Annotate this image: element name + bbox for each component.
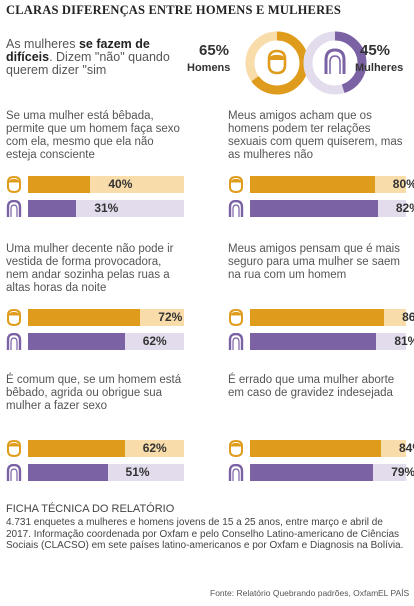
- man-head-icon: [267, 49, 287, 75]
- intro-text-bold: se fazem de difíceis: [6, 37, 150, 64]
- source-note: Fonte: Relatório Quebrando padrões, Oxfa…: [210, 588, 381, 598]
- men-bar-value: 80%: [392, 177, 414, 191]
- women-bar-row: 62%: [6, 332, 184, 350]
- men-bar: [250, 440, 382, 457]
- women-bar-track: 81%: [250, 333, 414, 350]
- question-panel: Se uma mulher está bêbada, permite que u…: [6, 110, 184, 220]
- men-bar-track: 84%: [250, 440, 414, 457]
- women-bar-value: 31%: [94, 201, 119, 215]
- men-bar-row: 72%: [6, 308, 184, 327]
- women-bar-value: 62%: [142, 334, 167, 348]
- women-bar: [250, 464, 374, 481]
- man-head-icon: [6, 175, 22, 194]
- women-bar-value: 82%: [395, 201, 414, 215]
- men-bar-row: 62%: [6, 439, 184, 458]
- question-text: É errado que uma mulher aborte em caso d…: [228, 374, 395, 399]
- women-donut: [303, 31, 367, 95]
- women-bar-row: 31%: [6, 199, 184, 217]
- brand-label: EL PAÍS: [378, 588, 410, 598]
- men-bar: [28, 176, 91, 193]
- women-bar-row: 51%: [6, 463, 184, 481]
- footer-heading: FICHA TÉCNICA DO RELATÓRIO: [6, 503, 175, 515]
- men-bar-track: 86%: [250, 309, 414, 326]
- women-bar-row: 81%: [228, 332, 414, 350]
- woman-head-icon: [6, 463, 22, 481]
- women-bar-row: 82%: [228, 199, 414, 217]
- women-bar: [28, 200, 77, 217]
- man-head-icon: [228, 175, 244, 194]
- intro-text-end: . Dizem "não" quando querem dizer "sim: [6, 50, 170, 77]
- question-text: Uma mulher decente não pode ir vestida d…: [6, 243, 174, 294]
- question-panel: Meus amigos acham que os homens podem te…: [228, 110, 414, 220]
- footer-text: 4.731 enquetes a mulheres e homens joven…: [6, 517, 404, 551]
- men-bar: [250, 309, 385, 326]
- men-bar-value: 40%: [108, 177, 133, 191]
- woman-head-icon: [228, 199, 244, 217]
- men-bar: [250, 176, 375, 193]
- men-bar-track: 62%: [28, 440, 184, 457]
- women-bar: [28, 464, 108, 481]
- question-panel: É errado que uma mulher aborte em caso d…: [228, 374, 414, 484]
- men-bar-track: 80%: [250, 176, 414, 193]
- women-bar-value: 79%: [391, 465, 414, 479]
- woman-head-icon: [228, 332, 244, 350]
- women-bar: [28, 333, 125, 350]
- women-bar-track: 62%: [28, 333, 184, 350]
- man-head-icon: [6, 439, 22, 458]
- men-summary-label: Homens: [187, 62, 231, 74]
- men-bar: [28, 440, 125, 457]
- women-summary-value: 45%: [360, 42, 391, 59]
- man-head-icon: [228, 439, 244, 458]
- woman-head-icon: [228, 463, 244, 481]
- woman-head-icon: [324, 48, 346, 74]
- men-bar-value: 84%: [399, 441, 414, 455]
- woman-head-icon: [6, 199, 22, 217]
- men-bar-row: 84%: [228, 439, 414, 458]
- women-bar-track: 51%: [28, 464, 184, 481]
- question-panel: Uma mulher decente não pode ir vestida d…: [6, 243, 184, 353]
- women-donut-arc: [303, 31, 367, 95]
- intro-text-start: As mulheres: [6, 37, 79, 51]
- man-head-icon: [228, 308, 244, 327]
- men-bar-track: 40%: [28, 176, 184, 193]
- women-bar: [250, 333, 377, 350]
- man-head-icon: [6, 308, 22, 327]
- women-bar-value: 51%: [125, 465, 150, 479]
- men-donut: [245, 31, 309, 95]
- women-summary-label: Mulheres: [355, 62, 404, 74]
- men-bar-row: 86%: [228, 308, 414, 327]
- chart-title: CLARAS DIFERENÇAS ENTRE HOMENS E MULHERE…: [6, 3, 341, 17]
- men-bar-value: 72%: [158, 310, 183, 324]
- men-bar-track: 72%: [28, 309, 184, 326]
- question-text: Meus amigos acham que os homens podem te…: [228, 110, 403, 161]
- men-summary-value: 65%: [199, 42, 230, 59]
- men-bar: [28, 309, 141, 326]
- women-bar-track: 79%: [250, 464, 414, 481]
- women-bar-row: 79%: [228, 463, 414, 481]
- woman-head-icon: [6, 332, 22, 350]
- men-bar-value: 86%: [402, 310, 414, 324]
- women-bar: [250, 200, 378, 217]
- question-text: Meus amigos pensam que é mais seguro par…: [228, 243, 400, 281]
- women-bar-track: 82%: [250, 200, 414, 217]
- men-bar-row: 80%: [228, 175, 414, 194]
- question-panel: Meus amigos pensam que é mais seguro par…: [228, 243, 414, 353]
- women-bar-value: 81%: [394, 334, 414, 348]
- men-bar-row: 40%: [6, 175, 184, 194]
- intro-statement: As mulheres se fazem de difíceis. Dizem …: [6, 38, 181, 77]
- women-bar-track: 31%: [28, 200, 184, 217]
- question-panel: É comum que, se um homem está bêbado, ag…: [6, 374, 184, 484]
- question-text: É comum que, se um homem está bêbado, ag…: [6, 374, 182, 412]
- question-text: Se uma mulher está bêbada, permite que u…: [6, 110, 180, 161]
- men-bar-value: 62%: [142, 441, 167, 455]
